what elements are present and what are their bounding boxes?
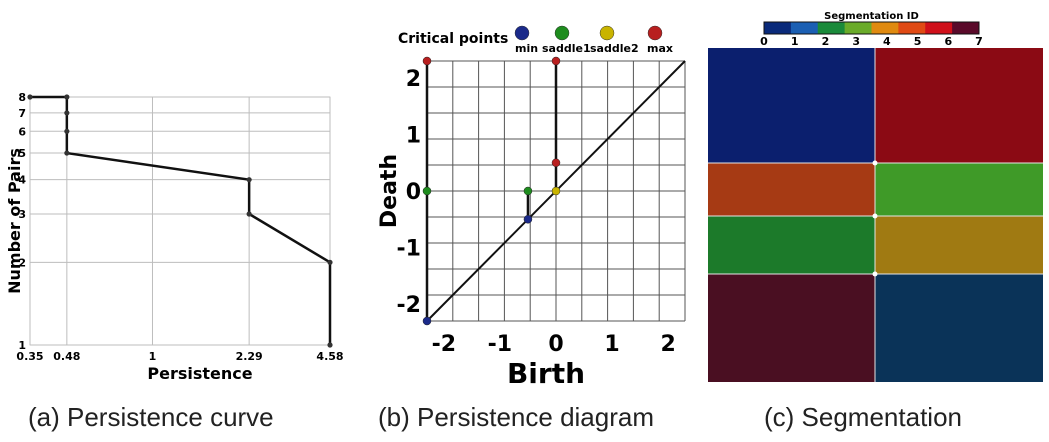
segment-region: [708, 48, 875, 163]
colorbar-tick-label: 5: [914, 35, 922, 48]
critical-point-saddle2: [551, 186, 561, 196]
legend-saddle2-marker: [599, 25, 615, 41]
curve-point: [327, 342, 333, 348]
colorbar-tick-label: 7: [975, 35, 983, 48]
colorbar-swatch: [844, 22, 872, 34]
y-tick-label: 2: [406, 67, 421, 92]
curve-point: [64, 150, 70, 156]
y-axis-label: Number of Pairs: [5, 148, 24, 294]
legend-saddle1-label: saddle1: [542, 42, 591, 55]
colorbar-tick-label: 4: [883, 35, 891, 48]
critical-point-saddle1: [422, 186, 432, 196]
colorbar-tick-label: 1: [791, 35, 799, 48]
y-tick-label: -2: [397, 293, 421, 318]
x-axis-label: Persistence: [147, 364, 252, 383]
colorbar-tick-label: 3: [852, 35, 860, 48]
legend-min-label: min: [515, 42, 538, 55]
caption-segmentation: (c) Segmentation: [764, 402, 962, 432]
x-tick-label: 0.48: [53, 350, 80, 363]
critical-point-max: [422, 56, 432, 66]
curve-point: [27, 94, 33, 100]
colorbar-title: Segmentation ID: [824, 11, 919, 22]
y-tick-label: 8: [18, 91, 26, 104]
colorbar-tick-label: 0: [760, 35, 768, 48]
segmentation-chart: Segmentation ID 0 1 2 3 4 5 6 7: [708, 11, 1043, 382]
y-tick-label: 1: [406, 123, 421, 148]
saddle-marker: [872, 271, 878, 277]
y-tick-label: 7: [18, 107, 26, 120]
segment-region: [708, 216, 875, 274]
colorbar-swatch: [925, 22, 953, 34]
legend-saddle1-marker: [554, 25, 570, 41]
segment-region: [875, 163, 1043, 216]
colorbar-frame: [763, 21, 980, 35]
x-tick-label: -1: [488, 332, 512, 357]
x-tick-label: 2.29: [236, 350, 263, 363]
persistence-curve-line: [30, 95, 332, 345]
segment-region: [875, 274, 1043, 382]
y-tick-label: 3: [18, 208, 26, 221]
y-tick-label: 0: [406, 180, 421, 205]
curve-point: [246, 211, 252, 217]
y-tick-label: 5: [18, 147, 26, 160]
legend-min-marker: [514, 25, 530, 41]
plot-frame: [29, 96, 331, 346]
x-tick-label: 4.58: [316, 350, 343, 363]
x-tick-label: 1: [149, 350, 157, 363]
colorbar-swatch: [790, 22, 819, 34]
x-tick-label: 2: [661, 332, 676, 357]
critical-point-saddle1: [523, 186, 533, 196]
critical-point-min: [422, 316, 432, 326]
colorbar-tick-label: 2: [822, 35, 830, 48]
curve-point: [246, 177, 252, 183]
legend-title: Critical points: [398, 31, 508, 47]
curve-point: [64, 94, 70, 100]
persistence-diagram-chart: Critical points min saddle1 saddle2 max -2 -1 0…: [377, 25, 686, 390]
colorbar-tick-label: 6: [944, 35, 952, 48]
saddle-marker: [872, 160, 878, 166]
curve-point: [327, 259, 333, 265]
colorbar-swatch: [764, 22, 792, 34]
x-tick-label: 0: [548, 332, 563, 357]
colorbar-swatch: [817, 22, 846, 34]
legend-saddle2-label: saddle2: [590, 42, 639, 55]
segment-region: [708, 274, 875, 382]
critical-point-min: [523, 215, 533, 224]
segment-region: [875, 216, 1043, 274]
x-axis-label: Birth: [507, 357, 585, 390]
y-tick-label: 1: [18, 339, 26, 352]
x-tick-label: 1: [604, 332, 619, 357]
y-tick-label: 6: [18, 125, 26, 138]
colorbar-swatch: [952, 22, 980, 34]
legend-max-label: max: [647, 42, 673, 55]
segment-region: [875, 48, 1043, 163]
caption-persistence-curve: (a) Persistence curve: [28, 402, 274, 432]
critical-point-max: [551, 56, 561, 66]
y-tick-label: 2: [18, 256, 26, 269]
caption-persistence-diagram: (b) Persistence diagram: [378, 402, 654, 432]
segment-region: [708, 163, 875, 216]
y-axis-label: Death: [377, 154, 402, 228]
critical-point-max: [551, 158, 561, 167]
saddle-marker: [872, 213, 878, 219]
curve-point: [64, 128, 70, 134]
persistence-curve-chart: 1 2 3 4 5 6 7 8 0.35 0.48 1 2.29 4.58 Persistence Numb…: [5, 91, 344, 383]
curve-point: [64, 110, 70, 116]
y-tick-label: -1: [397, 237, 421, 262]
colorbar-swatch: [898, 22, 926, 34]
legend-max-marker: [647, 25, 663, 41]
x-tick-label: 0.35: [16, 350, 43, 363]
y-tick-label: 4: [18, 174, 26, 187]
x-tick-label: -2: [432, 332, 456, 357]
colorbar-swatch: [871, 22, 899, 34]
